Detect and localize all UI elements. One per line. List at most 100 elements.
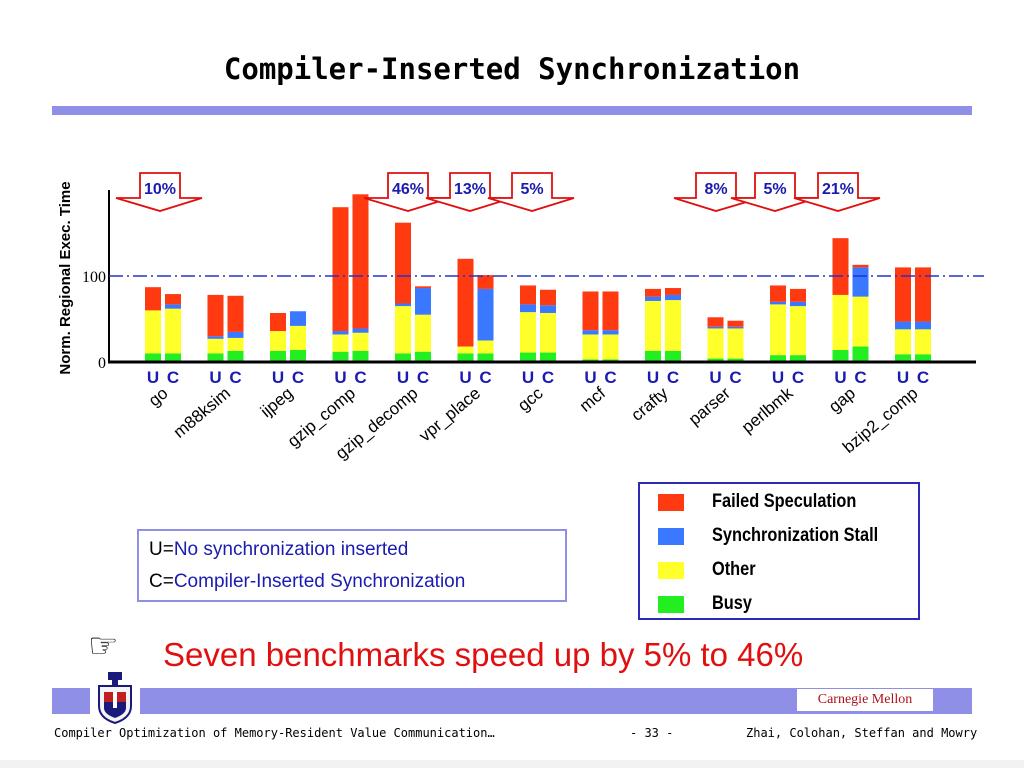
bar-segment-failed-speculation <box>645 288 661 297</box>
uc-definition-box: U=No synchronization inserted C=Compiler… <box>137 529 567 602</box>
chart-legend: Failed Speculation Synchronization Stall… <box>638 482 920 620</box>
speedup-arrow-shape <box>673 172 761 212</box>
bar-segment-other <box>415 314 431 352</box>
bar-segment-busy <box>770 355 786 362</box>
x-tick-label: go <box>145 384 172 411</box>
bar-segment-synchronization-stall <box>227 331 244 338</box>
bar-segment-failed-speculation <box>457 258 474 347</box>
bar-label-c: C <box>417 368 429 387</box>
x-tick-label: crafty <box>628 383 672 425</box>
x-tick-label: parser <box>685 383 734 429</box>
bar-segment-busy <box>395 353 411 362</box>
bar-segment-synchronization-stall <box>915 321 931 330</box>
bar-label-c: C <box>479 368 491 387</box>
y-axis-label: Norm. Regional Exec. Time <box>57 181 74 374</box>
bar-segment-failed-speculation <box>352 194 369 329</box>
bar-label-u: U <box>459 368 471 387</box>
bar-segment-synchronization-stall <box>727 326 744 329</box>
bar-segment-busy <box>457 353 474 362</box>
bar-label-u: U <box>209 368 221 387</box>
bar-segment-failed-speculation <box>915 267 931 322</box>
bar-segment-failed-speculation <box>395 222 411 304</box>
x-tick-label: gcc <box>514 383 547 415</box>
x-tick-label: vpr_place <box>415 384 484 446</box>
bar-segment-failed-speculation <box>165 294 181 305</box>
bar-segment-busy <box>790 355 806 362</box>
bar-segment-other <box>770 304 786 356</box>
bar-segment-synchronization-stall <box>582 330 599 335</box>
bar-segment-synchronization-stall <box>395 303 411 307</box>
bar-segment-failed-speculation <box>665 288 681 295</box>
bar-segment-other <box>665 300 681 351</box>
bar-segment-busy <box>270 350 286 362</box>
title-divider <box>52 106 972 115</box>
bar-segment-failed-speculation <box>895 267 911 322</box>
bar-segment-failed-speculation <box>770 285 786 302</box>
bar-segment-synchronization-stall <box>165 304 181 309</box>
footer-bar-left <box>52 688 90 714</box>
bar-segment-failed-speculation <box>415 286 431 289</box>
bar-label-c: C <box>729 368 741 387</box>
bar-segment-other <box>895 329 911 355</box>
institution-name: Carnegie Mellon <box>797 689 933 711</box>
bar-segment-busy <box>145 353 161 362</box>
speedup-arrow: 5% <box>487 172 575 212</box>
bar-label-c: C <box>604 368 616 387</box>
legend-swatch-synchronization-stall <box>658 528 684 545</box>
bar-segment-other <box>727 328 744 359</box>
bar-segment-synchronization-stall <box>707 326 724 329</box>
bar-segment-other <box>582 334 599 360</box>
slide-title: Compiler-Inserted Synchronization <box>223 52 801 86</box>
bar-segment-busy <box>540 352 556 362</box>
u-definition: U=No synchronization inserted <box>149 539 408 561</box>
bar-segment-synchronization-stall <box>352 328 369 333</box>
c-definition: C=Compiler-Inserted Synchronization <box>149 571 465 593</box>
speedup-arrow-shape <box>425 172 513 212</box>
bar-label-u: U <box>334 368 346 387</box>
bar-label-u: U <box>584 368 596 387</box>
c-key: C= <box>149 571 174 592</box>
bar-segment-synchronization-stall <box>415 288 431 315</box>
x-tick-label: ijpeg <box>257 384 297 422</box>
bar-segment-other <box>207 338 224 354</box>
bar-segment-failed-speculation <box>520 285 536 305</box>
bar-label-c: C <box>854 368 866 387</box>
bar-segment-other <box>915 329 931 355</box>
bar-segment-other <box>145 310 161 354</box>
bar-label-u: U <box>522 368 534 387</box>
bar-segment-synchronization-stall <box>645 296 661 301</box>
pointing-hand-icon: ☞ <box>88 627 119 665</box>
bar-label-u: U <box>709 368 721 387</box>
speedup-label: 10% <box>144 181 176 198</box>
bar-segment-failed-speculation <box>270 312 286 332</box>
bar-label-c: C <box>167 368 179 387</box>
bar-segment-synchronization-stall <box>790 301 806 307</box>
bar-segment-failed-speculation <box>727 320 744 327</box>
x-tick-label: m88ksim <box>170 384 234 442</box>
bar-segment-busy <box>520 352 536 362</box>
bar-segment-other <box>602 334 619 360</box>
x-tick-label: gap <box>825 384 859 417</box>
bar-segment-failed-speculation <box>832 238 849 295</box>
y-tick-label: 0 <box>98 355 106 372</box>
bar-segment-synchronization-stall <box>290 311 306 326</box>
bar-segment-other <box>852 296 869 347</box>
x-tick-label: mcf <box>576 383 609 415</box>
bar-segment-busy <box>165 353 181 362</box>
page-number: - 33 - <box>630 726 674 740</box>
bar-segment-busy <box>727 358 744 362</box>
bar-segment-failed-speculation <box>582 291 599 331</box>
bar-segment-failed-speculation <box>207 294 224 337</box>
bar-segment-synchronization-stall <box>520 304 536 313</box>
bar-label-c: C <box>667 368 679 387</box>
bar-segment-other <box>520 312 536 353</box>
bar-segment-other <box>645 300 661 351</box>
speedup-label: 46% <box>392 181 424 198</box>
bar-segment-synchronization-stall <box>665 294 681 301</box>
speedup-arrow: 8% <box>673 172 761 212</box>
bar-segment-other <box>270 331 286 351</box>
key-message: Seven benchmarks speed up by 5% to 46% <box>163 636 804 673</box>
bar-segment-other <box>352 332 369 351</box>
speedup-arrow-shape <box>730 172 818 212</box>
bar-segment-other <box>707 328 724 359</box>
